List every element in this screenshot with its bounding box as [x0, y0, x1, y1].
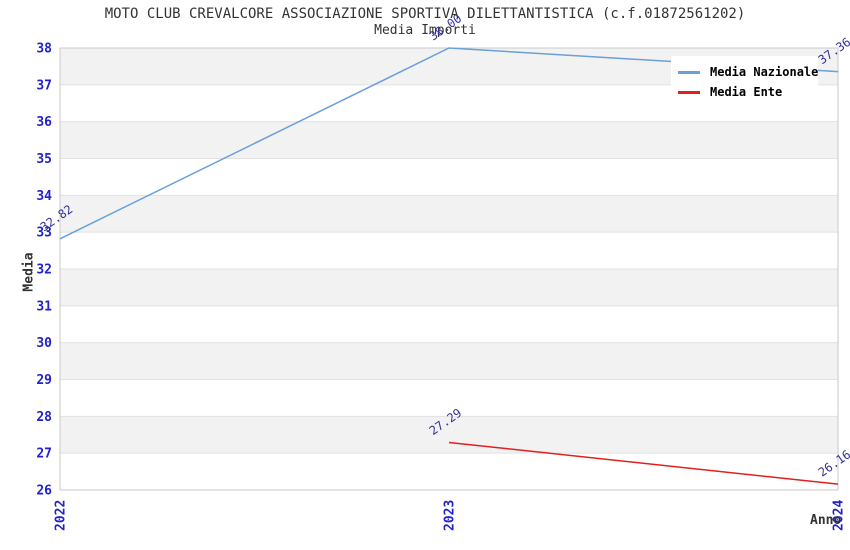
x-tick-label: 2023 [443, 500, 458, 531]
legend-item-media-ente: Media Ente [678, 82, 818, 102]
point-value-label: 38.00 [427, 11, 465, 43]
plot-band [60, 269, 838, 306]
y-tick-label: 30 [36, 336, 52, 351]
y-tick-label: 27 [36, 447, 52, 462]
y-axis-title: Media [21, 252, 37, 292]
plot-band [60, 342, 838, 380]
y-tick-label: 29 [36, 373, 52, 388]
legend-item-media-nazionale: Media Nazionale [678, 62, 818, 82]
x-tick-label: 2024 [832, 500, 847, 531]
plot-band [60, 121, 838, 159]
line-swatch-icon [678, 70, 700, 74]
y-tick-label: 31 [36, 299, 52, 314]
y-tick-label: 33 [36, 226, 52, 241]
y-tick-label: 37 [36, 78, 52, 93]
y-tick-label: 34 [36, 189, 52, 204]
y-tick-label: 26 [36, 484, 52, 499]
legend: Media Nazionale Media Ente [671, 56, 818, 108]
series-line [448, 441, 839, 485]
plot-band [60, 195, 838, 233]
y-tick-label: 32 [36, 263, 52, 278]
chart-subtitle: Media Importi [374, 23, 476, 38]
y-tick-label: 38 [36, 42, 52, 57]
line-swatch-icon [678, 90, 700, 94]
chart-title: MOTO CLUB CREVALCORE ASSOCIAZIONE SPORTI… [104, 6, 746, 22]
y-tick-label: 35 [36, 152, 52, 167]
legend-label: Media Nazionale [710, 65, 819, 79]
y-tick-label: 36 [36, 115, 52, 130]
legend-label: Media Ente [710, 85, 783, 99]
y-tick-label: 28 [36, 410, 52, 425]
plot-band [60, 416, 838, 454]
x-tick-label: 2022 [54, 500, 69, 531]
x-axis-title: Anno [810, 513, 842, 528]
